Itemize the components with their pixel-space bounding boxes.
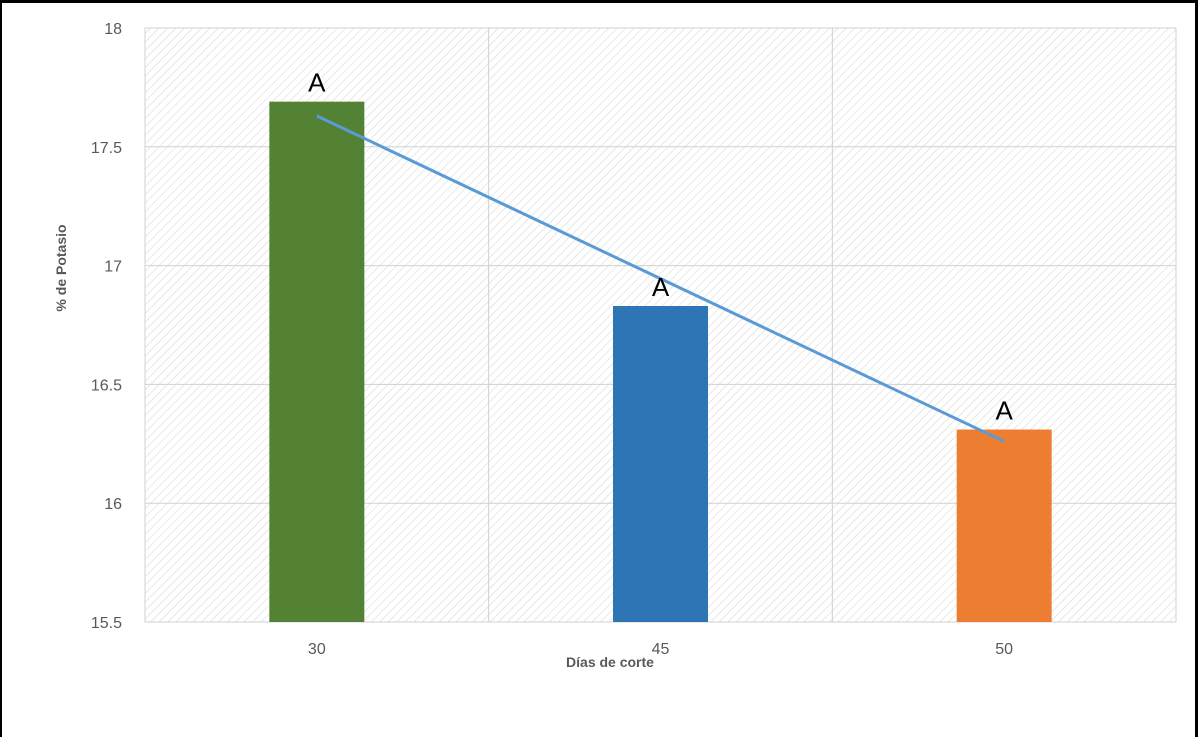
bar-label-50: A <box>995 396 1013 426</box>
bar-label-45: A <box>652 272 670 302</box>
bar-45 <box>613 305 708 622</box>
chart-frame-right <box>1195 0 1198 737</box>
y-axis-title: % de Potasio <box>53 224 69 311</box>
x-tick-label: 50 <box>995 641 1013 658</box>
x-axis-ticks: 30 45 50 <box>308 641 1013 658</box>
y-tick-label: 17 <box>104 259 122 276</box>
x-tick-label: 45 <box>652 641 670 658</box>
y-axis-ticks: 15.5 16 16.5 17 17.5 18 <box>91 21 122 632</box>
y-tick-label: 16 <box>104 496 122 513</box>
trendline <box>316 114 1005 443</box>
y-tick-label: 15.5 <box>91 615 122 632</box>
bar-labels: A A A <box>308 68 1013 426</box>
bars <box>269 101 1052 622</box>
y-tick-label: 16.5 <box>91 377 122 394</box>
bar-30 <box>269 101 365 622</box>
trendline-line <box>316 114 1005 443</box>
x-axis-title: Días de corte <box>566 654 654 670</box>
bar-50 <box>956 429 1052 622</box>
bar-label-30: A <box>308 68 326 98</box>
x-tick-label: 30 <box>308 641 326 658</box>
y-tick-label: 18 <box>104 21 122 38</box>
y-tick-label: 17.5 <box>91 140 122 157</box>
